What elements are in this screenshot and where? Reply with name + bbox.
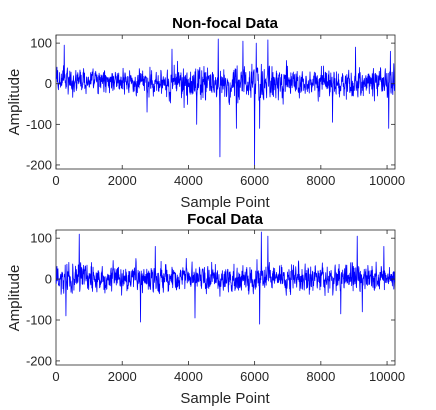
xlabel-nonfocal: Sample Point (180, 194, 270, 211)
xtick-label: 0 (52, 173, 59, 188)
ytick-label: 0 (45, 272, 52, 287)
xticks-nonfocal: 0 2000 4000 6000 8000 10000 (52, 35, 405, 188)
xtick-label: 2000 (108, 369, 137, 384)
plot-focal: Focal Data 100 0 -100 -200 0 2000 4000 6000 800… (6, 211, 405, 407)
ytick-label: -100 (26, 313, 52, 328)
signal-line (55, 231, 396, 325)
title-nonfocal: Non-focal Data (172, 15, 279, 32)
title-focal: Focal Data (187, 211, 264, 228)
ytick-label: -100 (26, 117, 52, 132)
ytick-label: -200 (26, 353, 52, 368)
ytick-label: -200 (26, 157, 52, 172)
xtick-label: 8000 (306, 173, 335, 188)
series-nonfocal (55, 38, 396, 166)
ytick-label: 100 (30, 36, 52, 51)
ylabel-focal: Amplitude (6, 265, 23, 332)
xtick-label: 4000 (174, 369, 203, 384)
xlabel-focal: Sample Point (180, 390, 270, 407)
signal-line (55, 38, 396, 166)
xtick-label: 0 (52, 369, 59, 384)
xtick-label: 4000 (174, 173, 203, 188)
series-focal (55, 231, 396, 325)
yticks-nonfocal: 100 0 -100 -200 (26, 36, 395, 172)
xtick-label: 10000 (369, 369, 405, 384)
ylabel-nonfocal: Amplitude (6, 69, 23, 136)
ytick-label: 0 (45, 76, 52, 91)
plot-nonfocal: Non-focal Data 100 0 -100 -200 0 2000 4000 600… (6, 15, 405, 211)
xtick-label: 6000 (240, 173, 269, 188)
xtick-label: 8000 (306, 369, 335, 384)
ytick-label: 100 (30, 231, 52, 246)
axes-frame-focal (55, 229, 396, 366)
xticks-focal: 0 2000 4000 6000 8000 10000 (52, 230, 405, 384)
axes-frame-nonfocal (55, 34, 396, 170)
yticks-focal: 100 0 -100 -200 (26, 231, 395, 368)
xtick-label: 6000 (240, 369, 269, 384)
xtick-label: 2000 (108, 173, 137, 188)
xtick-label: 10000 (369, 173, 405, 188)
